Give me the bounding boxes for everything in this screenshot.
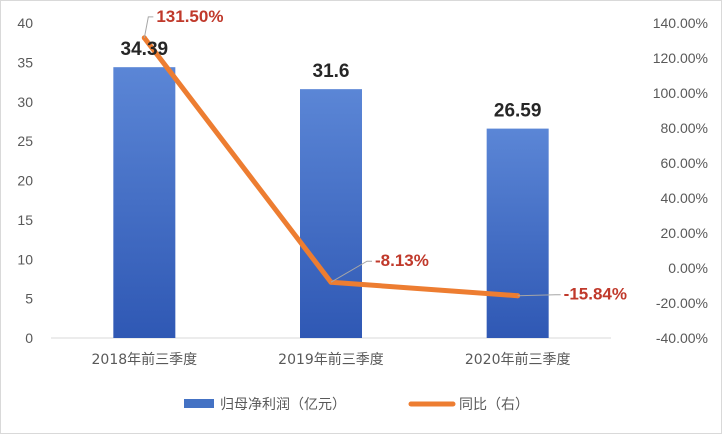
left-tick-label: 15	[17, 212, 33, 228]
left-axis: 0 5 10 15 20 25 30 35 40	[17, 15, 33, 346]
left-tick-label: 0	[25, 330, 33, 346]
leader-line	[517, 294, 561, 297]
right-tick-label: -20.00%	[656, 295, 708, 311]
data-labels: 34.39 31.6 26.59 131.50% -8.13% -15.84%	[121, 7, 627, 304]
right-tick-label: 80.00%	[661, 120, 708, 136]
legend-bar-label: 归母净利润（亿元）	[220, 396, 346, 413]
legend-line-label: 同比（右）	[459, 397, 529, 413]
right-axis: -40.00% -20.00% 0.00% 20.00% 40.00% 60.00% 80.…	[653, 15, 708, 346]
leader-line	[143, 16, 154, 38]
right-tick-label: 100.00%	[653, 85, 708, 101]
category-label: 2019年前三季度	[278, 351, 384, 368]
right-tick-label: 20.00%	[661, 225, 708, 241]
category-label: 2020年前三季度	[465, 351, 571, 368]
left-tick-label: 30	[17, 94, 33, 110]
x-axis-categories: 2018年前三季度 2019年前三季度 2020年前三季度	[92, 351, 571, 368]
bar-series	[113, 67, 549, 339]
right-tick-label: 140.00%	[653, 15, 708, 31]
bar-data-label: 34.39	[121, 39, 169, 60]
line-data-label: -8.13%	[375, 251, 429, 270]
line-data-label: 131.50%	[156, 7, 223, 26]
bar[interactable]	[300, 89, 362, 339]
left-tick-label: 5	[25, 291, 33, 307]
bar-data-label: 26.59	[494, 101, 542, 122]
left-tick-label: 35	[17, 54, 33, 70]
left-tick-label: 20	[17, 173, 33, 189]
right-tick-label: 120.00%	[653, 50, 708, 66]
legend[interactable]: 归母净利润（亿元） 同比（右）	[184, 396, 529, 413]
left-tick-label: 40	[17, 15, 33, 31]
right-tick-label: 0.00%	[668, 260, 708, 276]
left-tick-label: 25	[17, 133, 33, 149]
line-data-label: -15.84%	[564, 285, 627, 304]
left-tick-label: 10	[17, 251, 33, 267]
bar[interactable]	[113, 67, 176, 339]
leader-line	[330, 260, 372, 283]
right-tick-label: 40.00%	[661, 190, 708, 206]
bar[interactable]	[486, 128, 549, 338]
right-tick-label: -40.00%	[656, 330, 708, 346]
legend-bar-swatch	[184, 399, 214, 408]
right-tick-label: 60.00%	[661, 155, 708, 171]
category-label: 2018年前三季度	[92, 351, 198, 368]
bar-data-label: 31.6	[313, 61, 350, 82]
